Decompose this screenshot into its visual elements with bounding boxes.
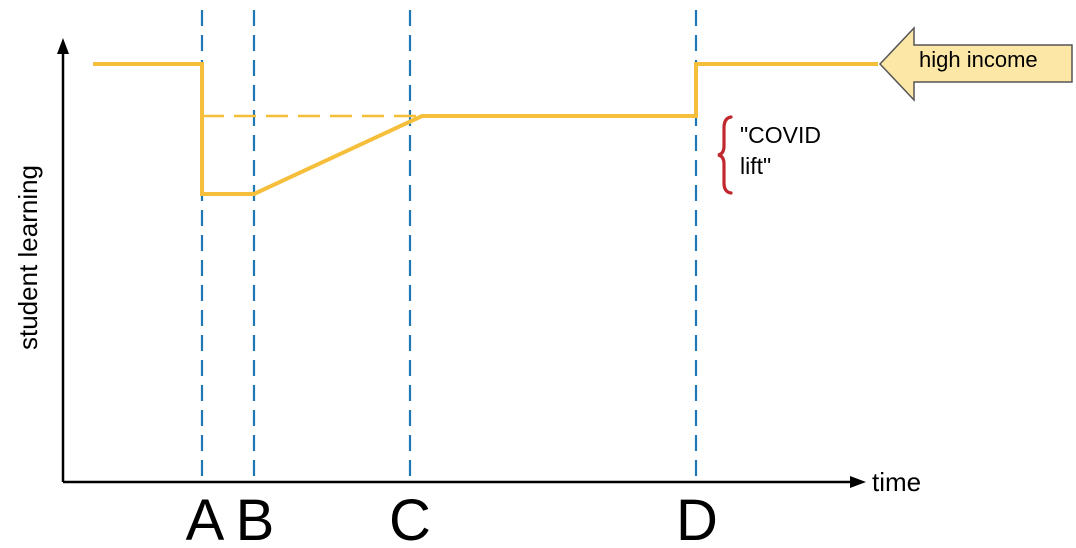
x-axis-arrowhead bbox=[850, 476, 866, 488]
marker-label-c: C bbox=[389, 488, 431, 543]
x-axis-label: time bbox=[872, 467, 921, 497]
marker-label-b: B bbox=[236, 488, 275, 543]
marker-label-a: A bbox=[186, 488, 225, 543]
learning-trajectory-line bbox=[93, 62, 878, 196]
covid-lift-brace bbox=[717, 115, 733, 195]
covid-lift-label-line1: "COVID bbox=[740, 122, 821, 148]
y-axis-arrowhead bbox=[57, 38, 69, 54]
y-axis-label: student learning bbox=[13, 165, 43, 350]
covid-lift-label-line2: lift" bbox=[740, 153, 771, 179]
marker-label-d: D bbox=[676, 488, 718, 543]
high-income-label: high income bbox=[919, 47, 1038, 72]
high-income-callout-arrow bbox=[878, 26, 1073, 102]
